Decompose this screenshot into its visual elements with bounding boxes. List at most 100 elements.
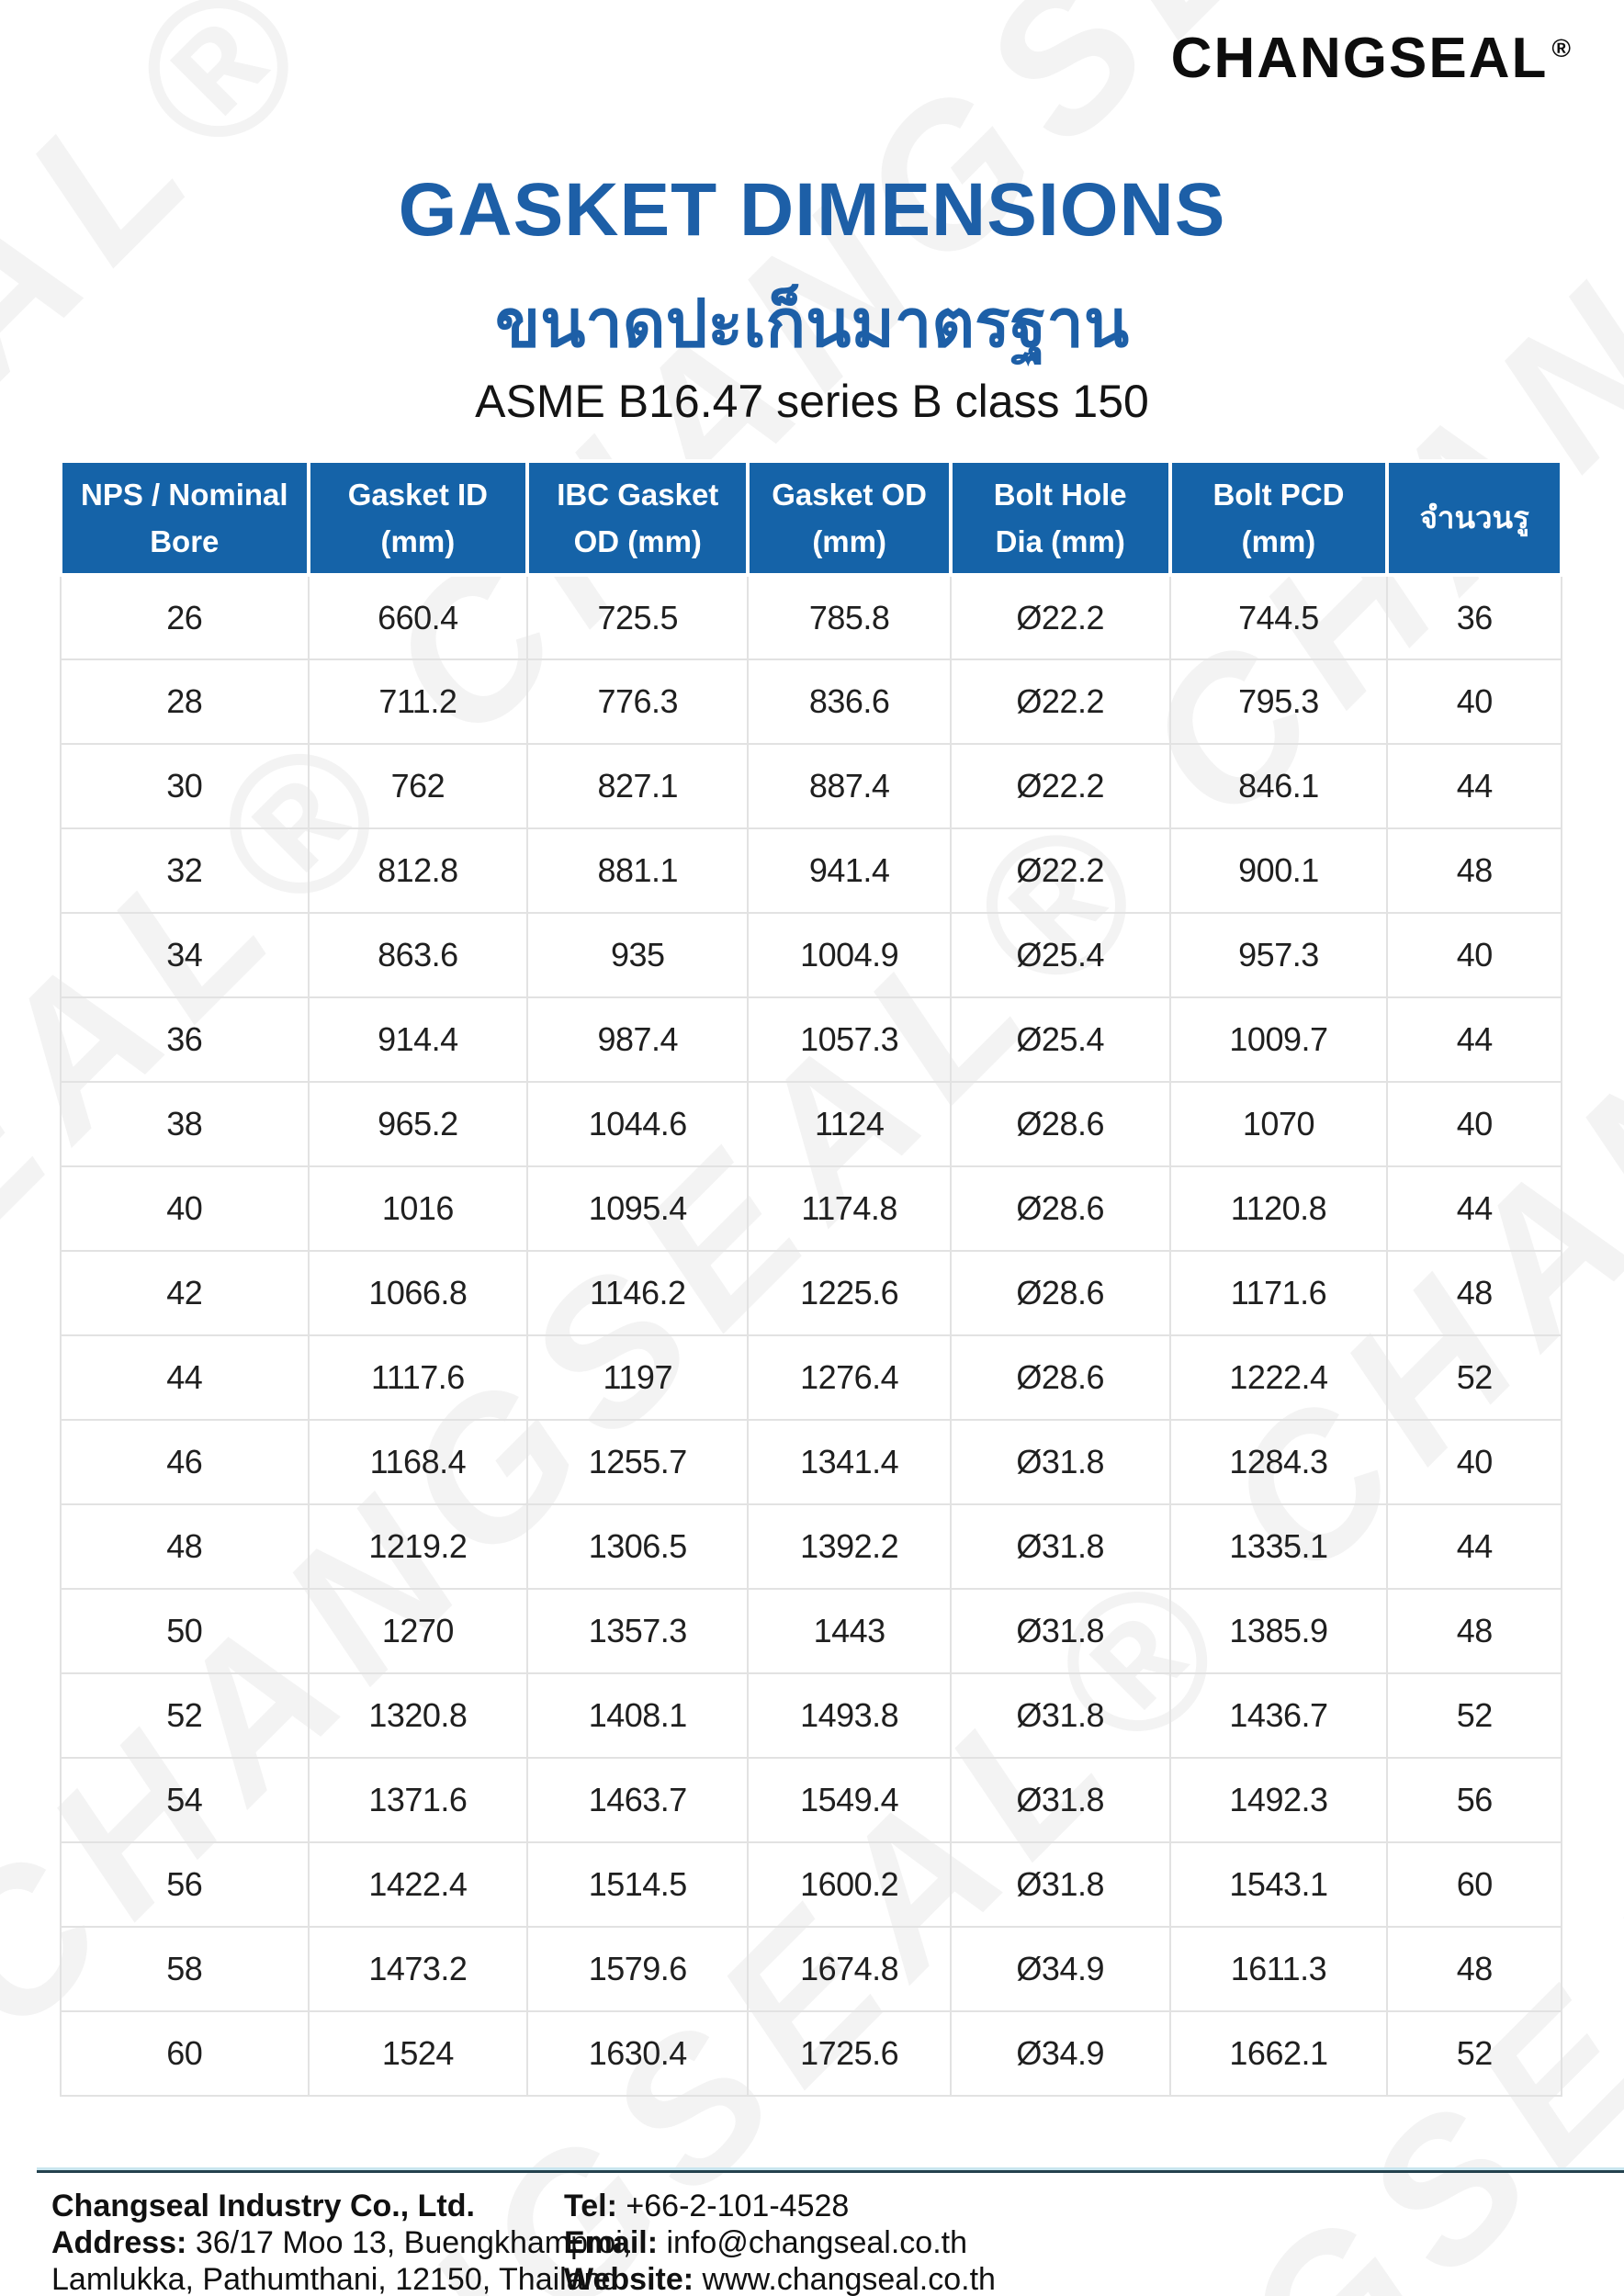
brand-logo: CHANGSEAL ®: [1171, 26, 1573, 91]
table-cell: 935: [526, 912, 750, 998]
table-cell: 887.4: [747, 743, 952, 829]
table-cell: 52: [60, 1672, 310, 1759]
footer-company-block: Changseal Industry Co., Ltd. Address: 36…: [51, 2188, 631, 2296]
table-cell: Ø34.9: [949, 1926, 1171, 2012]
table-cell: 863.6: [307, 912, 529, 998]
table-cell: 1066.8: [307, 1250, 529, 1336]
table-cell: 1341.4: [747, 1419, 952, 1505]
table-cell: 1095.4: [526, 1165, 750, 1252]
table-cell: 42: [60, 1250, 310, 1336]
table-cell: 744.5: [1168, 574, 1389, 660]
table-row: 40 1016 1095.4 1174.8 Ø28.6 1120.8 44: [60, 1165, 1562, 1252]
table-cell: 914.4: [307, 996, 529, 1083]
table-cell: 58: [60, 1926, 310, 2012]
table-cell: 1306.5: [526, 1503, 750, 1590]
column-header-line1: Bolt PCD: [1212, 477, 1345, 512]
column-header: Bolt PCD (mm): [1167, 459, 1390, 577]
table-cell: 60: [60, 2010, 310, 2097]
column-header-line2: Bore: [150, 524, 220, 558]
tel-label: Tel:: [564, 2189, 617, 2223]
table-cell: 52: [1386, 2010, 1562, 2097]
website-value: www.changseal.co.th: [702, 2262, 996, 2296]
table-cell: 36: [60, 996, 310, 1083]
table-cell: 725.5: [526, 574, 750, 660]
table-cell: 1120.8: [1168, 1165, 1389, 1252]
table-cell: 44: [60, 1334, 310, 1421]
table-cell: Ø34.9: [949, 2010, 1171, 2097]
table-cell: 812.8: [307, 827, 529, 914]
table-cell: 1270: [307, 1588, 529, 1674]
table-row: 46 1168.4 1255.7 1341.4 Ø31.8 1284.3 40: [60, 1419, 1562, 1505]
website-label: Website:: [564, 2262, 694, 2296]
table-cell: Ø31.8: [949, 1503, 1171, 1590]
table-cell: 827.1: [526, 743, 750, 829]
table-row: 60 1524 1630.4 1725.6 Ø34.9 1662.1 52: [60, 2010, 1562, 2097]
table-cell: 52: [1386, 1334, 1562, 1421]
table-cell: Ø28.6: [949, 1165, 1171, 1252]
table-cell: 1385.9: [1168, 1588, 1389, 1674]
table-cell: 1611.3: [1168, 1926, 1389, 2012]
table-row: 38 965.2 1044.6 1124 Ø28.6 1070 40: [60, 1081, 1562, 1167]
table-row: 54 1371.6 1463.7 1549.4 Ø31.8 1492.3 56: [60, 1757, 1562, 1843]
table-cell: Ø31.8: [949, 1588, 1171, 1674]
table-cell: 987.4: [526, 996, 750, 1083]
column-header-line1: IBC Gasket: [557, 477, 719, 512]
table-cell: 50: [60, 1588, 310, 1674]
table-row: 50 1270 1357.3 1443 Ø31.8 1385.9 48: [60, 1588, 1562, 1674]
table-header-row: NPS / Nominal Bore Gasket ID (mm) IBC Gasket…: [59, 459, 1563, 577]
page-title: GASKET DIMENSIONS: [398, 168, 1226, 252]
table-cell: 48: [1386, 827, 1562, 914]
table-cell: 1222.4: [1168, 1334, 1389, 1421]
table-cell: 1004.9: [747, 912, 952, 998]
table-cell: 1016: [307, 1165, 529, 1252]
table-cell: 965.2: [307, 1081, 529, 1167]
table-cell: 1463.7: [526, 1757, 750, 1843]
table-cell: 60: [1386, 1841, 1562, 1928]
table-cell: 38: [60, 1081, 310, 1167]
table-row: 44 1117.6 1197 1276.4 Ø28.6 1222.4 52: [60, 1334, 1562, 1421]
table-cell: 900.1: [1168, 827, 1389, 914]
table-row: 32 812.8 881.1 941.4 Ø22.2 900.1 48: [60, 827, 1562, 914]
table-cell: 1725.6: [747, 2010, 952, 2097]
table-cell: 1422.4: [307, 1841, 529, 1928]
table-row: 42 1066.8 1146.2 1225.6 Ø28.6 1171.6 48: [60, 1250, 1562, 1336]
table-cell: Ø28.6: [949, 1334, 1171, 1421]
column-header-line1: Gasket OD: [772, 477, 928, 512]
table-cell: Ø22.2: [949, 658, 1171, 745]
table-cell: 941.4: [747, 827, 952, 914]
table-cell: 44: [1386, 1165, 1562, 1252]
table-row: 36 914.4 987.4 1057.3 Ø25.4 1009.7 44: [60, 996, 1562, 1083]
table-row: 58 1473.2 1579.6 1674.8 Ø34.9 1611.3 48: [60, 1926, 1562, 2012]
table-cell: 34: [60, 912, 310, 998]
table-cell: 1174.8: [747, 1165, 952, 1252]
table-cell: 1070: [1168, 1081, 1389, 1167]
table-cell: Ø25.4: [949, 996, 1171, 1083]
table-cell: 762: [307, 743, 529, 829]
column-header: Bolt Hole Dia (mm): [948, 459, 1172, 577]
table-cell: 1674.8: [747, 1926, 952, 2012]
table-row: 30 762 827.1 887.4 Ø22.2 846.1 44: [60, 743, 1562, 829]
table-cell: 1171.6: [1168, 1250, 1389, 1336]
table-row: 28 711.2 776.3 836.6 Ø22.2 795.3 40: [60, 658, 1562, 745]
column-header: Gasket ID (mm): [306, 459, 530, 577]
table-cell: 1473.2: [307, 1926, 529, 2012]
table-cell: 26: [60, 574, 310, 660]
table-cell: 776.3: [526, 658, 750, 745]
table-cell: 836.6: [747, 658, 952, 745]
brand-logo-text: CHANGSEAL: [1170, 27, 1549, 90]
table-cell: 40: [1386, 1419, 1562, 1505]
table-cell: Ø22.2: [949, 827, 1171, 914]
address-label: Address:: [51, 2225, 187, 2260]
table-cell: 957.3: [1168, 912, 1389, 998]
table-cell: 1057.3: [747, 996, 952, 1083]
table-cell: Ø28.6: [949, 1081, 1171, 1167]
footer-contact-block: Tel: +66-2-101-4528 Email: info@changsea…: [564, 2188, 996, 2296]
table-cell: 40: [1386, 658, 1562, 745]
table-row: 56 1422.4 1514.5 1600.2 Ø31.8 1543.1 60: [60, 1841, 1562, 1928]
table-cell: 56: [1386, 1757, 1562, 1843]
table-cell: 44: [1386, 1503, 1562, 1590]
tel-value: +66-2-101-4528: [626, 2189, 850, 2223]
table-cell: 1284.3: [1168, 1419, 1389, 1505]
table-cell: 785.8: [747, 574, 952, 660]
page-title-thai: ขนาดปะเก็นมาตรฐาน: [494, 287, 1130, 361]
